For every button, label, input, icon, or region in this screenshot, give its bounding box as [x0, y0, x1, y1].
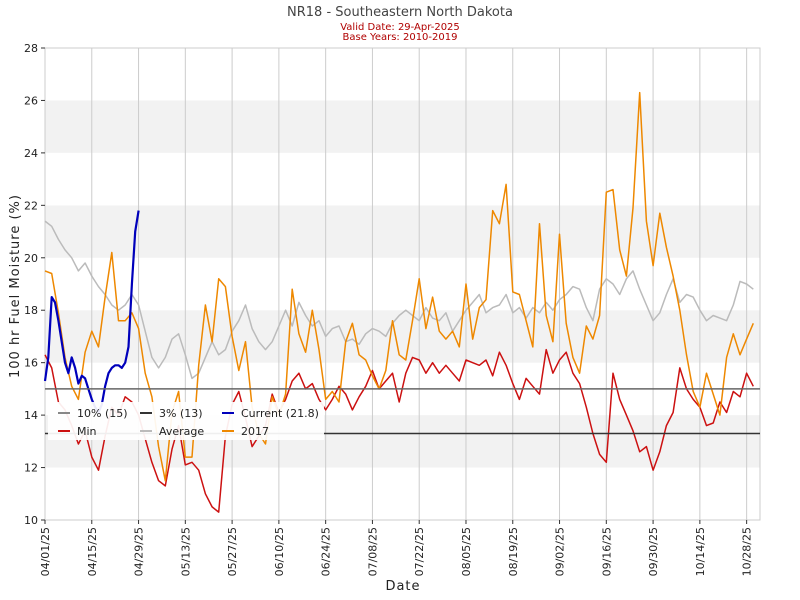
x-axis-label: Date	[385, 579, 420, 594]
legend-box	[48, 402, 324, 440]
legend: 10% (15) 3% (13) Current (21.8) Min Average 2…	[48, 402, 324, 440]
x-tick-label: 04/01/25	[39, 527, 52, 576]
x-tick-label: 10/28/25	[741, 527, 754, 576]
y-tick-label: 20	[24, 252, 38, 265]
series-line-2017	[44, 91, 754, 482]
series-line-average	[44, 220, 754, 380]
x-tick-label: 05/13/25	[179, 527, 192, 576]
y-tick-label: 14	[24, 409, 38, 422]
chart-title: NR18 - Southeastern North Dakota	[287, 5, 513, 20]
legend-label: Min	[77, 425, 97, 438]
y-tick-label: 26	[24, 94, 38, 107]
y-axis-label: 100 hr Fuel Moisture (%)	[8, 194, 23, 378]
series-lines	[43, 91, 754, 513]
plot-bands	[45, 48, 760, 520]
x-tick-label: 04/15/25	[86, 527, 99, 576]
legend-label: 10% (15)	[77, 407, 128, 420]
y-tick-label: 18	[24, 304, 38, 317]
x-tick-label: 07/08/25	[366, 527, 379, 576]
x-tick-label: 06/10/25	[273, 527, 286, 576]
plot-band	[45, 310, 760, 363]
y-axis-ticks: 10 12 14 16 18 20 22 24 26 28	[24, 42, 45, 527]
y-tick-label: 10	[24, 514, 38, 527]
legend-label: 2017	[241, 425, 269, 438]
y-tick-label: 16	[24, 357, 38, 370]
x-tick-label: 07/22/25	[413, 527, 426, 576]
y-tick-label: 28	[24, 42, 38, 55]
x-tick-label: 09/16/25	[600, 527, 613, 576]
legend-label: Average	[159, 425, 204, 438]
legend-label: Current (21.8)	[241, 407, 319, 420]
chart-subtitle-base-years: Base Years: 2010-2019	[343, 32, 458, 43]
x-tick-label: 05/27/25	[226, 527, 239, 576]
plot-band	[45, 205, 760, 258]
plot-band	[45, 48, 760, 101]
plot-band	[45, 152, 760, 206]
legend-label: 3% (13)	[159, 407, 203, 420]
x-tick-label: 10/14/25	[694, 527, 707, 576]
x-tick-label: 09/02/25	[554, 527, 567, 576]
y-tick-label: 24	[24, 147, 38, 160]
series-line-current-21-8	[43, 210, 140, 414]
x-tick-label: 08/19/25	[507, 527, 520, 576]
x-axis-ticks: 04/01/25 04/15/25 04/29/25 05/13/25 05/27/25…	[39, 520, 754, 576]
x-tick-label: 06/24/25	[320, 527, 333, 576]
plot-frame	[44, 47, 761, 521]
x-tick-label: 04/29/25	[133, 527, 146, 576]
chart-subtitle-valid-date: Valid Date: 29-Apr-2025	[340, 22, 460, 33]
y-tick-label: 12	[24, 462, 38, 475]
x-tick-label: 08/05/25	[460, 527, 473, 576]
y-tick-label: 22	[24, 199, 38, 212]
series-line-min	[44, 348, 754, 513]
x-tick-label: 09/30/25	[647, 527, 660, 576]
plot-band	[45, 257, 760, 311]
